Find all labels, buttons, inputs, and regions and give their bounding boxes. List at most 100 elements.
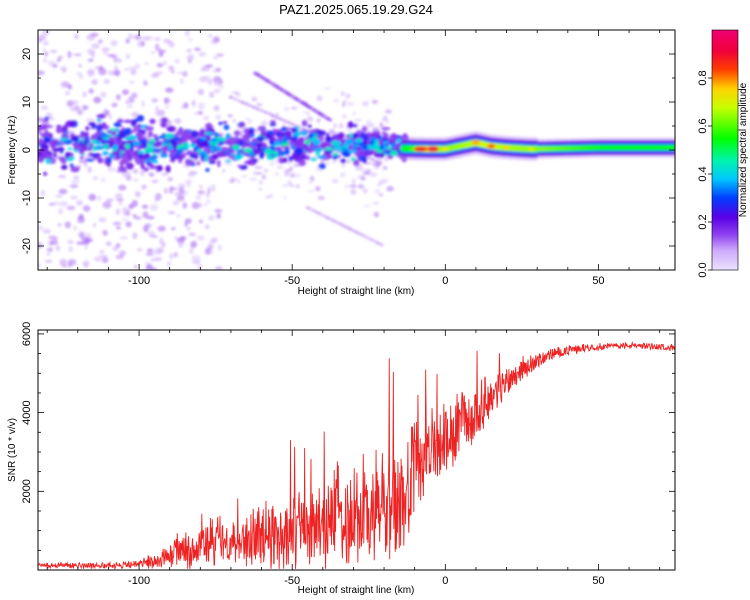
colorbar-cell xyxy=(712,144,738,147)
spectrogram-blob xyxy=(158,135,167,139)
spectrogram-blob xyxy=(377,135,382,139)
spectrogram-blob xyxy=(301,119,308,127)
spectrogram-blob xyxy=(88,121,96,126)
colorbar-cell xyxy=(712,234,738,237)
colorbar-frame xyxy=(711,29,739,271)
spectrogram-blob xyxy=(176,71,183,75)
spectrogram-blob xyxy=(152,134,158,138)
colorbar-cell xyxy=(712,196,738,199)
spectrogram-blob xyxy=(255,107,260,111)
spectrogram-blob xyxy=(250,142,257,146)
spectrogram-blob xyxy=(164,139,169,144)
colorbar-cell xyxy=(712,236,738,239)
spectrogram-blob xyxy=(213,56,219,60)
spectrogram-blob xyxy=(119,250,127,256)
spectrogram-blob xyxy=(223,124,230,131)
spectrogram-blob xyxy=(223,150,230,154)
spectrogram-blob xyxy=(283,157,288,162)
spectrogram-blob xyxy=(77,134,87,138)
colorbar-cell xyxy=(712,130,738,133)
spectrogram-blob xyxy=(215,67,222,72)
spectrogram-blob xyxy=(153,257,162,262)
colorbar-cell xyxy=(712,60,738,63)
colorbar-cell xyxy=(712,176,738,179)
colorbar-cell xyxy=(712,242,738,245)
spectrogram-blob xyxy=(317,155,327,159)
colorbar-cell xyxy=(712,186,738,189)
colorbar-cell xyxy=(712,116,738,119)
spectrogram-blob xyxy=(57,223,62,227)
spectrogram-blob xyxy=(196,161,201,166)
spectrogram-blob xyxy=(276,165,284,169)
spectrogram-blob xyxy=(134,191,141,198)
spectrogram-blob xyxy=(156,165,163,172)
spectrogram-blob xyxy=(43,57,47,63)
spectrogram-blob xyxy=(390,150,398,157)
spectrogram-blob xyxy=(169,252,173,260)
spectrogram-blob xyxy=(148,172,155,177)
spectrogram-blob xyxy=(195,194,202,201)
spectrogram-blob xyxy=(218,244,222,252)
spectrogram-y-axis-label: Frequency (Hz) xyxy=(7,116,18,185)
y-tick-label: 6000 xyxy=(21,322,33,346)
spectrogram-blob xyxy=(61,125,68,132)
spectrogram-blob xyxy=(211,188,215,192)
spectrogram-blob xyxy=(88,88,94,94)
spectrogram-blob xyxy=(153,137,160,141)
spectrogram-blob xyxy=(372,127,380,133)
spectrogram-blob xyxy=(174,132,179,138)
y-tick-label: 4000 xyxy=(21,400,33,424)
spectrogram-blob xyxy=(71,179,80,184)
colorbar-cell xyxy=(712,248,738,251)
spectrogram-blob xyxy=(333,145,341,151)
spectrogram-blob xyxy=(354,118,362,122)
spectrogram-blob xyxy=(222,121,227,124)
spectrogram-blob xyxy=(355,138,363,143)
spectrogram-blob xyxy=(186,150,193,153)
colorbar-cell xyxy=(712,108,738,111)
spectrogram-blob xyxy=(371,100,378,104)
colorbar-cell xyxy=(712,224,738,227)
spectrogram-blob xyxy=(374,159,379,163)
spectrogram-blob xyxy=(87,166,92,173)
spectrogram-blob xyxy=(186,49,192,53)
colorbar-cell xyxy=(712,250,738,253)
spectrogram-blob xyxy=(189,247,194,255)
spectrogram-blob xyxy=(296,184,300,189)
spectrogram-blob xyxy=(96,124,103,132)
colorbar-cell xyxy=(712,72,738,75)
spectrogram-blob xyxy=(45,154,52,159)
spectrogram-blob xyxy=(176,149,183,156)
spectrogram-blob xyxy=(326,154,333,159)
spectrogram-blob xyxy=(115,226,122,230)
spectrogram-blob xyxy=(41,119,49,123)
colorbar-cell xyxy=(712,142,738,145)
spectrogram-blob xyxy=(157,225,166,232)
spectrogram-blob xyxy=(50,240,59,245)
spectrogram-blob xyxy=(441,147,450,151)
spectrogram-blob xyxy=(64,91,71,96)
spectrogram-blob xyxy=(115,209,120,214)
spectrogram-blob xyxy=(227,114,234,118)
spectrogram-blob xyxy=(248,129,254,135)
snr-frame xyxy=(37,329,676,571)
spectrogram-blob xyxy=(179,147,188,151)
spectrogram-blob xyxy=(83,140,88,146)
spectrogram-blob xyxy=(349,184,358,189)
spectrogram-blob xyxy=(199,203,203,208)
spectrogram-blob xyxy=(340,91,345,97)
spectrogram-blob xyxy=(181,133,191,141)
spectrogram-blob xyxy=(328,131,336,135)
snr-y-axis-label: SNR (10 * v/v) xyxy=(7,418,18,482)
spectrogram-blob xyxy=(341,114,347,119)
spectrogram-blob xyxy=(144,81,149,86)
spectrogram-blob xyxy=(293,139,303,147)
spectrogram-blob xyxy=(112,221,122,226)
spectrogram-blob xyxy=(51,201,61,206)
spectrogram-blob xyxy=(258,187,263,191)
spectrogram-blob xyxy=(111,150,122,156)
spectrogram-blob xyxy=(84,160,88,168)
colorbar-cell xyxy=(712,264,738,267)
spectrogram-blob xyxy=(216,150,225,158)
colorbar-cell xyxy=(712,202,738,205)
